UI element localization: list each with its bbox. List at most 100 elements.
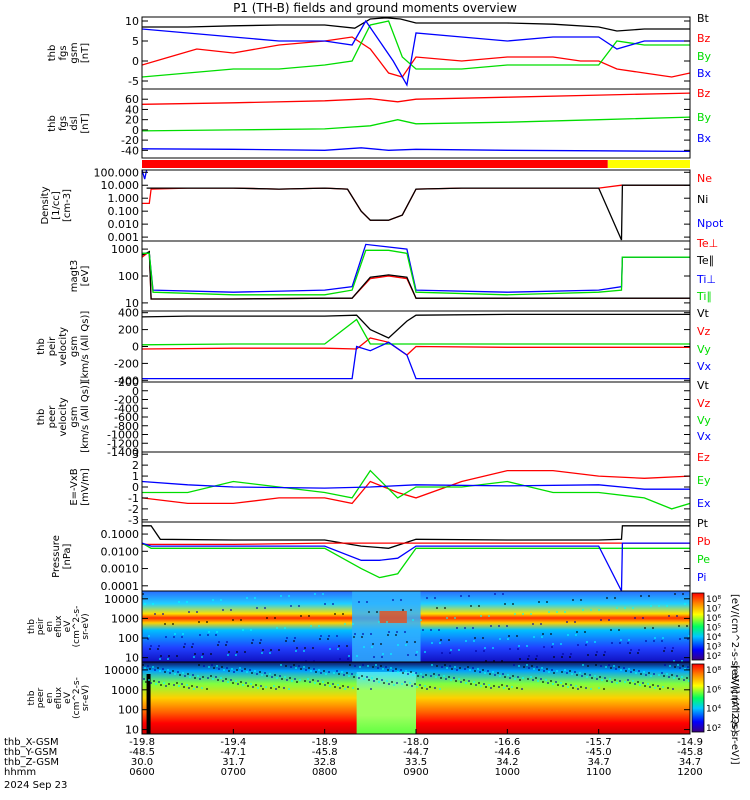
- spectrogram-speck: [635, 672, 637, 674]
- panel-frame: [141, 169, 691, 242]
- spectrogram-speck: [197, 675, 199, 677]
- spectrogram-speck: [688, 635, 690, 637]
- spectrogram-speck: [590, 688, 592, 690]
- spectrogram-speck: [164, 671, 166, 673]
- spectrogram-speck: [553, 656, 555, 658]
- spectrogram-speck: [465, 640, 467, 642]
- x-axis-value: 0900: [403, 767, 428, 778]
- spectrogram-speck: [494, 674, 496, 676]
- y-axis-label: en: [45, 621, 55, 632]
- spectrogram-speck: [548, 611, 550, 613]
- y-axis-label: [km/s (All Qs)]: [80, 311, 91, 383]
- spectrogram-speck: [246, 671, 248, 673]
- spectrogram-speck: [416, 686, 418, 688]
- spectrogram-speck: [215, 676, 217, 678]
- spectrogram-speck: [627, 679, 629, 681]
- spectrogram-speck: [686, 625, 688, 627]
- spectrogram-speck: [546, 668, 548, 670]
- spectrogram-speck: [411, 685, 413, 687]
- spectrogram-speck: [283, 687, 285, 689]
- y-axis-label: E=-VxB: [69, 468, 80, 505]
- y-axis-label: thb: [27, 619, 37, 634]
- spectrogram-speck: [381, 656, 383, 658]
- spectrogram-speck: [366, 601, 368, 603]
- spectrogram-speck: [241, 670, 243, 672]
- spectrogram-speck: [609, 678, 611, 680]
- spectrogram-speck: [606, 680, 608, 682]
- spectrogram-speck: [585, 687, 587, 689]
- spectrogram-speck: [165, 636, 167, 638]
- spectrogram-speck: [147, 665, 149, 667]
- spectrogram-speck: [532, 623, 534, 625]
- spectrogram-speck: [567, 634, 569, 636]
- legend-entry: Pi: [697, 571, 706, 584]
- spectrogram-speck: [375, 664, 377, 666]
- spectrogram-speck: [225, 644, 227, 646]
- panel-fgs-gsm: 10 5 0 -5 thb fgs gsm [nT] Bt Bz By Bx: [47, 12, 712, 90]
- spectrogram-speck: [662, 686, 664, 688]
- spectrogram-speck: [259, 671, 261, 673]
- spectrogram-speck: [465, 682, 467, 684]
- spectrogram-speck: [668, 676, 670, 678]
- spectrogram-speck: [606, 597, 608, 599]
- spectrogram-speck: [679, 667, 681, 669]
- spectrogram-speck: [337, 684, 339, 686]
- spectrogram-speck: [523, 666, 525, 668]
- spectrogram-speck: [416, 651, 418, 653]
- y-tick-label: 100: [118, 632, 139, 645]
- spectrogram-speck: [482, 637, 484, 639]
- series-ex-line: [142, 480, 690, 490]
- spectrogram-speck: [464, 627, 466, 629]
- series-ti∥-line: [142, 249, 690, 296]
- spectrogram-speck: [518, 645, 520, 647]
- spectrogram-speck: [186, 601, 188, 603]
- y-axis-label: fgs: [58, 116, 69, 131]
- spectrogram-speck: [400, 599, 402, 601]
- spectrogram-speck: [218, 668, 220, 670]
- spectrogram-speck: [155, 683, 157, 685]
- y-tick-label: 0.010: [108, 218, 140, 231]
- spectrogram-speck: [456, 669, 458, 671]
- spectrogram-speck: [194, 677, 196, 679]
- colorbar-tick-label: 10⁷: [706, 605, 721, 615]
- spectrogram-speck: [629, 652, 631, 654]
- y-tick-label: 0.0010: [101, 563, 140, 576]
- spectrogram-speck: [527, 658, 529, 660]
- spectrogram-speck: [212, 678, 214, 680]
- spectrogram-speck: [431, 664, 433, 666]
- spectrogram-speck: [514, 678, 516, 680]
- spectrogram-speck: [589, 674, 591, 676]
- mode-segment: [607, 160, 690, 168]
- spectrogram-speck: [628, 639, 630, 641]
- spectrogram-speck: [482, 669, 484, 671]
- y-tick-label: 0: [132, 385, 139, 398]
- spectrogram-speck: [405, 644, 407, 646]
- spectrogram-speck: [531, 665, 533, 667]
- spectrogram-speck: [409, 682, 411, 684]
- spectrogram-speck: [666, 605, 668, 607]
- spectrogram-speck: [168, 655, 170, 657]
- spectrogram-speck: [477, 668, 479, 670]
- spectrogram-speck: [344, 688, 346, 690]
- y-axis-label: eV: [63, 620, 73, 633]
- spectrogram-speck: [569, 670, 571, 672]
- spectrogram-speck: [337, 648, 339, 650]
- spectrogram-speck: [208, 631, 210, 633]
- spectrogram-speck: [188, 687, 190, 689]
- spectrogram-speck: [370, 688, 372, 690]
- spectrogram-speck: [177, 671, 179, 673]
- spectrogram-speck: [320, 672, 322, 674]
- spectrogram-speck: [657, 685, 659, 687]
- spectrogram-speck: [310, 625, 312, 627]
- y-tick-label: 0: [132, 124, 139, 137]
- spectrogram-speck: [516, 687, 518, 689]
- spectrogram-speck: [393, 684, 395, 686]
- spectrogram-speck: [494, 593, 496, 595]
- spectrogram-speck: [368, 611, 370, 613]
- spectrogram-speck: [236, 651, 238, 653]
- y-axis-label: eflux: [54, 686, 64, 709]
- spectrogram-speck: [230, 679, 232, 681]
- spectrogram-speck: [446, 667, 448, 669]
- legend-entry: Pt: [697, 517, 709, 530]
- colorbar-tick-label: 10²: [706, 724, 721, 734]
